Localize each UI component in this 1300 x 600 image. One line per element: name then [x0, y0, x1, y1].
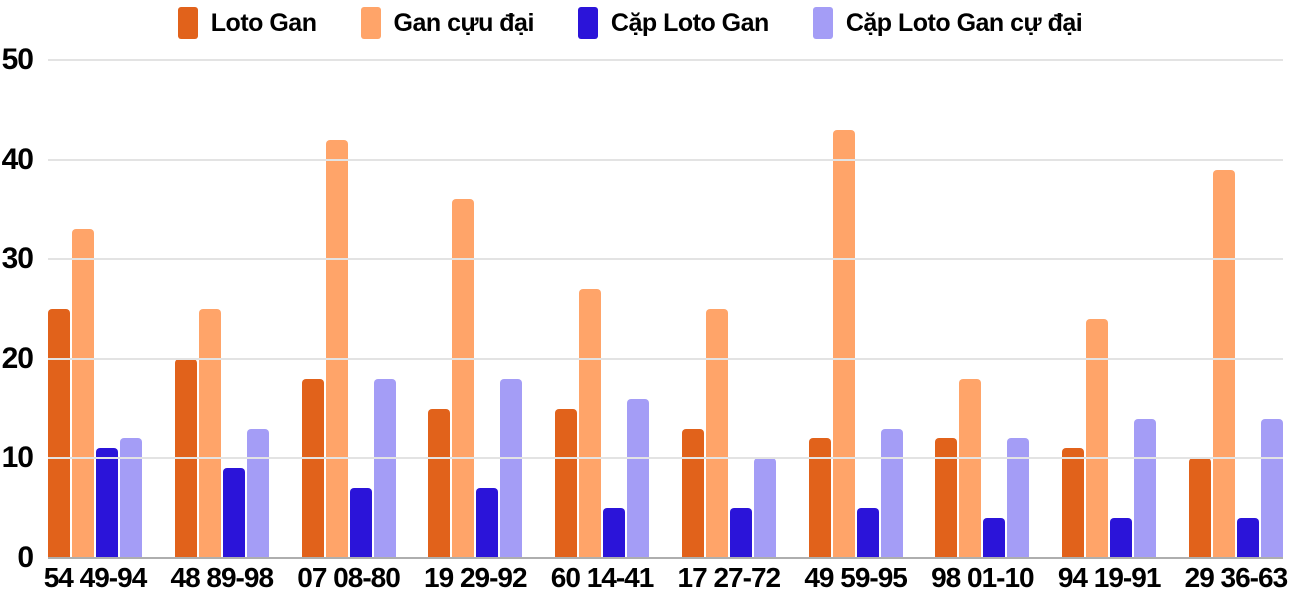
- bar: [452, 199, 475, 558]
- bar: [1007, 438, 1030, 558]
- x-axis-tick-label: 60 14-41: [550, 562, 655, 593]
- bar: [476, 488, 499, 558]
- x-axis-tick-label: 98 01-10: [931, 562, 1035, 593]
- bar: [729, 508, 752, 558]
- y-axis-tick-label: 40: [1, 142, 34, 176]
- bar: [808, 438, 831, 558]
- legend-item: Gan cựu đại: [360, 7, 535, 39]
- bar-group: 54 49-94: [44, 60, 147, 592]
- x-axis-tick-label: 29 36-63: [1184, 562, 1289, 593]
- bar: [1212, 170, 1235, 558]
- bar: [603, 508, 626, 558]
- bar: [856, 508, 879, 558]
- legend-swatch: [577, 7, 598, 39]
- gridline: [48, 59, 1283, 61]
- bar-group: 48 89-98: [170, 60, 274, 592]
- bar-group: 17 27-72: [678, 60, 781, 592]
- bar: [555, 409, 578, 558]
- legend-item: Loto Gan: [177, 7, 317, 39]
- legend-item: Cặp Loto Gan: [577, 7, 769, 39]
- legend-swatch: [812, 7, 833, 39]
- bar: [500, 379, 523, 558]
- x-axis-tick-label: 49 59-95: [804, 562, 908, 593]
- bar: [1236, 518, 1259, 558]
- bar-group: 60 14-41: [551, 60, 654, 592]
- bar-group: 49 59-95: [804, 60, 908, 592]
- gridline: [48, 457, 1283, 460]
- x-axis-tick-label: 07 08-80: [297, 562, 401, 593]
- legend-label: Cặp Loto Gan: [610, 8, 769, 37]
- bar-groups: 54 49-94 48 89-98 07 08-80 19 29-92 60 14-41…: [44, 60, 1288, 592]
- legend-label: Cặp Loto Gan cự đại: [845, 8, 1083, 37]
- chart-legend: Loto Gan Gan cựu đại Cặp Loto Gan Cặp Loto …: [0, 7, 1260, 39]
- x-axis-tick-label: 94 19-91: [1057, 562, 1162, 593]
- bar: [120, 438, 142, 558]
- bar: [705, 309, 728, 558]
- bar: [1086, 319, 1109, 558]
- gridline: [48, 258, 1283, 261]
- bar-group: 19 29-92: [424, 60, 528, 592]
- bar: [1260, 419, 1283, 558]
- y-axis-tick-label: 10: [1, 441, 34, 475]
- bar: [198, 309, 221, 558]
- bar: [222, 468, 245, 558]
- x-axis-tick-label: 17 27-72: [677, 562, 782, 593]
- bar: [1062, 448, 1085, 558]
- x-axis-tick-label: 54 49-94: [43, 562, 148, 593]
- y-axis-tick-label: 50: [1, 43, 34, 76]
- bar: [983, 518, 1006, 558]
- bar: [753, 458, 776, 558]
- gridline: [48, 357, 1283, 360]
- legend-label: Gan cựu đại: [393, 8, 535, 37]
- bar: [627, 399, 650, 558]
- bar-group: 98 01-10: [931, 60, 1035, 592]
- legend-label: Loto Gan: [210, 8, 317, 37]
- x-axis-tick-label: 48 89-98: [170, 562, 274, 593]
- bar: [72, 229, 94, 558]
- bar: [1134, 419, 1157, 558]
- bar: [935, 438, 958, 558]
- bar: [428, 409, 451, 558]
- bar-group: 29 36-63: [1185, 60, 1288, 592]
- bar: [349, 488, 372, 558]
- bar: [48, 309, 70, 558]
- bar: [301, 379, 324, 558]
- legend-item: Cặp Loto Gan cự đại: [812, 7, 1083, 39]
- x-axis-tick-label: 19 29-92: [424, 562, 528, 593]
- y-axis-tick-label: 30: [1, 242, 34, 276]
- bar: [579, 289, 602, 558]
- bar: [96, 448, 118, 558]
- bar: [325, 140, 348, 558]
- y-axis-tick-label: 20: [1, 341, 34, 375]
- bar: [832, 130, 855, 558]
- legend-swatch: [177, 7, 198, 39]
- bar: [1110, 518, 1133, 558]
- bar: [1188, 458, 1211, 558]
- gridline: [48, 158, 1283, 161]
- bar-group: 94 19-91: [1058, 60, 1161, 592]
- bar: [681, 429, 704, 558]
- bar: [373, 379, 396, 558]
- bar: [246, 429, 269, 558]
- bar: [880, 429, 903, 558]
- gridline: [48, 557, 1283, 559]
- bar-group: 07 08-80: [297, 60, 401, 592]
- bar: [959, 379, 982, 558]
- y-axis-tick-label: 0: [17, 541, 34, 574]
- legend-swatch: [360, 7, 381, 39]
